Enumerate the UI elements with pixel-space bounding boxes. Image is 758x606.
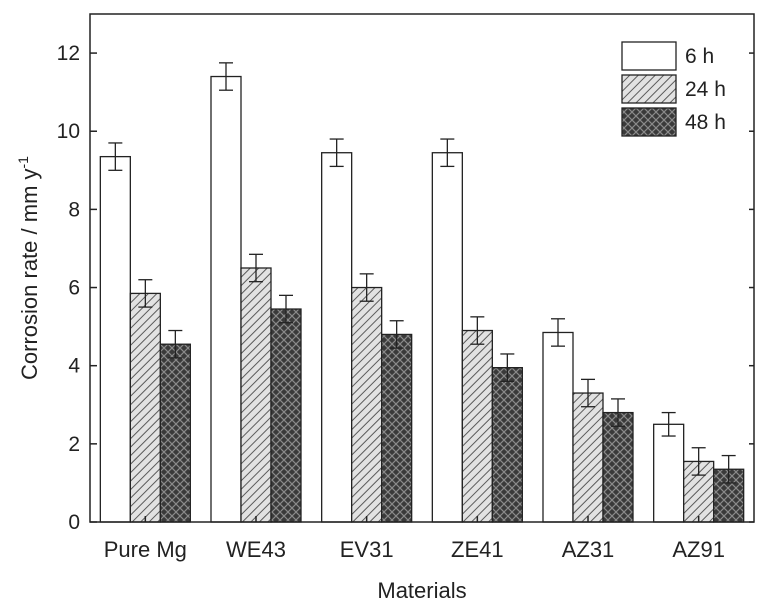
legend: 6 h 24 h 48 h	[621, 41, 726, 137]
bar-48h	[270, 308, 302, 523]
bar-24h	[572, 392, 604, 523]
bar-24h	[351, 286, 383, 523]
legend-label-24h: 24 h	[685, 78, 726, 101]
bar-6h	[210, 75, 242, 523]
x-tick-label: AZ91	[672, 537, 725, 562]
bar-48h	[602, 411, 634, 523]
x-tick-label: AZ31	[562, 537, 615, 562]
y-axis-title-superscript: -1	[15, 156, 31, 169]
y-axis-ticks: 0 2 4 6 8 10 12	[57, 42, 754, 534]
bar-6h	[99, 155, 131, 523]
bar-6h	[653, 423, 685, 523]
x-tick-label: EV31	[340, 537, 394, 562]
y-tick-label: 2	[68, 433, 80, 456]
x-axis-labels: Pure Mg WE43 EV31 ZE41 AZ31 AZ91	[104, 516, 725, 562]
x-axis-title: Materials	[377, 578, 466, 603]
legend-label-6h: 6 h	[685, 45, 714, 68]
y-tick-label: 6	[68, 277, 80, 300]
legend-label-48h: 48 h	[685, 111, 726, 134]
bars-layer	[99, 75, 745, 523]
legend-swatch-24h	[621, 74, 677, 104]
legend-swatch-48h	[621, 107, 677, 137]
y-tick-label: 10	[57, 120, 80, 143]
y-tick-label: 8	[68, 198, 80, 221]
y-axis-title-main: Corrosion rate / mm y	[17, 168, 42, 380]
bar-6h	[431, 152, 463, 523]
y-tick-label: 4	[68, 355, 80, 378]
bar-24h	[461, 329, 493, 523]
x-tick-label: Pure Mg	[104, 537, 187, 562]
plot-frame	[89, 13, 755, 523]
legend-swatch-6h	[621, 41, 677, 71]
y-tick-label: 12	[57, 42, 80, 65]
bar-48h	[159, 343, 191, 523]
y-tick-label: 0	[68, 511, 80, 534]
bar-6h	[542, 331, 574, 523]
x-tick-label: WE43	[226, 537, 286, 562]
x-tick-label: ZE41	[451, 537, 504, 562]
bar-48h	[491, 366, 523, 523]
bar-24h	[240, 267, 272, 523]
bar-6h	[321, 152, 353, 523]
error-bars-layer	[108, 62, 736, 484]
y-axis-title: Corrosion rate / mm y-1	[15, 156, 42, 380]
bar-24h	[129, 292, 161, 523]
bar-48h	[381, 333, 413, 523]
